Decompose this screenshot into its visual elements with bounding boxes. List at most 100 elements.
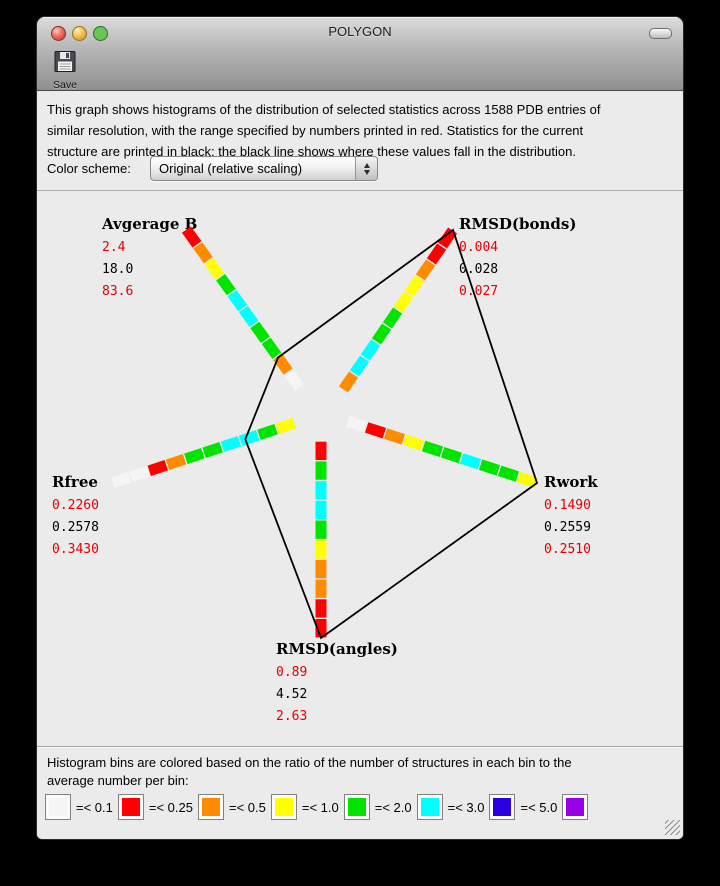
histogram-bin — [257, 423, 278, 441]
histogram-bin — [250, 321, 270, 343]
histogram-bin — [275, 417, 297, 435]
histogram-bin — [421, 440, 444, 458]
arrow-down-icon — [363, 169, 370, 175]
axis-label-rfree: Rfree 0.2260 0.2578 0.3430 — [52, 473, 99, 561]
histogram-bin — [364, 422, 387, 439]
histogram-bin — [220, 435, 242, 453]
legend-bin-label: =< 0.1 — [76, 799, 113, 815]
floppy-disk-icon — [54, 51, 76, 72]
histogram-bin — [415, 259, 436, 281]
histogram-bin — [349, 355, 370, 377]
color-scheme-label: Color scheme: — [47, 161, 131, 176]
legend-text-line: Histogram bins are colored based on the … — [47, 755, 572, 770]
legend-swatch-color — [49, 798, 67, 816]
legend-swatch-color — [121, 798, 140, 816]
save-button-label: Save — [53, 79, 77, 91]
legend-swatch — [416, 794, 443, 820]
histogram-bin — [193, 242, 213, 264]
window-chrome: POLYGON Save — [37, 17, 683, 91]
description-line: similar resolution, with the range speci… — [47, 123, 584, 138]
legend-swatch — [343, 794, 370, 820]
axis-current-value: 0.2578 — [52, 520, 99, 535]
histogram-bin — [383, 428, 406, 445]
histogram-bin — [402, 434, 425, 451]
histogram-bin — [478, 459, 501, 476]
axis-current-value: 0.2559 — [544, 520, 591, 535]
legend-swatch — [489, 794, 516, 820]
histogram-bin — [284, 369, 305, 391]
zoom-button-icon[interactable] — [93, 26, 108, 41]
histogram-bin — [216, 274, 236, 296]
axis-current-value: 0.028 — [459, 262, 499, 277]
minimize-button-icon[interactable] — [72, 26, 87, 41]
histogram-bin — [147, 459, 168, 477]
histogram-bin — [261, 337, 282, 359]
axis-max-value: 2.63 — [276, 709, 308, 724]
legend-swatch — [562, 794, 589, 820]
histogram-bin — [516, 471, 539, 489]
axis-min-value: 0.2260 — [52, 498, 99, 513]
color-scheme-selected-value: Original (relative scaling) — [159, 161, 303, 176]
histogram-bin — [238, 305, 259, 328]
histogram-bin — [273, 353, 293, 375]
legend-swatch — [270, 794, 297, 820]
legend-swatch-color — [420, 798, 439, 816]
histogram-bin — [129, 465, 150, 483]
histogram-bin — [459, 453, 482, 470]
histogram-bin — [426, 243, 447, 265]
legend-bin-label: =< 2.0 — [374, 799, 412, 815]
axis-max-value: 0.3430 — [52, 542, 99, 557]
axis-label-rmsd-bonds: RMSD(bonds) 0.004 0.028 0.027 — [459, 215, 576, 303]
axis-label-average-b: Avgerage B 2.4 18.0 83.6 — [102, 215, 197, 303]
legend-swatch — [117, 794, 144, 820]
histogram-bin — [184, 447, 205, 465]
legend-bin-label: =< 3.0 — [447, 799, 485, 815]
axis-min-value: 2.4 — [102, 240, 126, 255]
axis-min-value: 0.004 — [459, 240, 499, 255]
legend-bin-label: =< 0.5 — [228, 799, 266, 815]
arrow-up-icon — [363, 162, 370, 168]
legend-swatch-color — [347, 798, 366, 816]
histogram-bin — [404, 275, 425, 297]
histogram-bin — [440, 446, 463, 464]
histogram-bin — [360, 339, 381, 361]
axis-name: RMSD(angles) — [276, 640, 398, 658]
legend-panel: Histogram bins are colored based on the … — [37, 746, 683, 839]
window-title: POLYGON — [328, 24, 392, 39]
titlebar[interactable]: POLYGON — [37, 17, 683, 47]
histogram-bin — [345, 415, 368, 433]
description-panel: This graph shows histograms of the distr… — [37, 91, 683, 191]
legend-text-line: average number per bin: — [47, 773, 189, 788]
resize-grip[interactable] — [665, 820, 680, 835]
histogram-bin — [165, 453, 187, 471]
toolbar-toggle-button[interactable] — [649, 28, 672, 39]
description-line: structure are printed in black; the blac… — [47, 144, 576, 159]
histogram-bin — [437, 227, 458, 249]
histogram-bin — [239, 429, 260, 447]
legend-swatch-color — [274, 798, 293, 816]
histogram-bin — [227, 289, 248, 312]
axis-max-value: 0.2510 — [544, 542, 591, 557]
histogram-bin — [497, 465, 520, 482]
axis-current-value: 18.0 — [102, 262, 134, 277]
axis-name: Avgerage B — [102, 215, 198, 233]
histogram-bin — [338, 371, 359, 393]
axis-min-value: 0.89 — [276, 665, 308, 680]
legend-swatch-color — [493, 798, 512, 816]
axis-name: Rwork — [544, 473, 598, 491]
color-scheme-select[interactable]: Original (relative scaling) — [150, 156, 378, 181]
axis-label-rwork: Rwork 0.1490 0.2559 0.2510 — [544, 473, 598, 561]
legend-swatch — [197, 794, 224, 820]
axis-label-rmsd-angles: RMSD(angles) 0.89 4.52 2.63 — [276, 640, 398, 728]
save-button[interactable]: Save — [48, 51, 82, 91]
histogram-bin — [110, 471, 132, 489]
histogram-bin — [202, 441, 223, 459]
legend-swatch-color — [201, 798, 220, 816]
popup-stepper-icon — [355, 157, 377, 180]
close-button-icon[interactable] — [51, 26, 66, 41]
description-line: This graph shows histograms of the distr… — [47, 102, 601, 117]
legend-swatch-color — [566, 798, 585, 816]
legend-bin-row: =< 0.1 =< 0.25 =< 0.5 =< 1.0 =< 2.0 =< 3.0 =< … — [45, 794, 679, 820]
histogram-bin — [393, 291, 414, 313]
axis-name: RMSD(bonds) — [459, 215, 577, 233]
